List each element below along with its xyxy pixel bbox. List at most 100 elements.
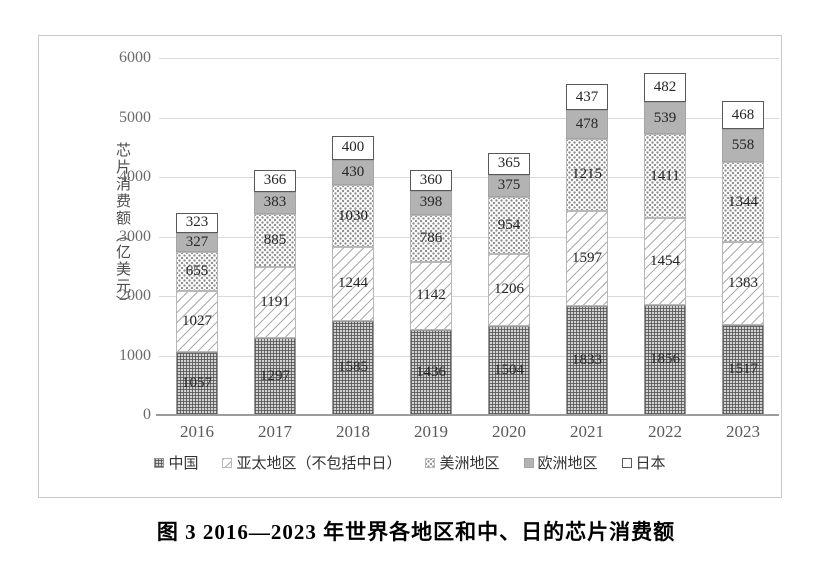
bar-segment: 1297 [254,337,296,415]
legend-item-label: 美洲地区 [439,456,500,472]
bar-value-label: 398 [419,194,443,211]
bar-value-label: 1833 [572,351,602,368]
y-tick-label: 3000 [119,227,151,245]
legend-item: 亚太地区（不包括中日） [222,452,401,473]
legend-item: 欧洲地区 [523,452,598,473]
bar-value-label: 430 [341,164,365,181]
bar-segment: 430 [332,159,374,186]
legend-item: 中国 [154,452,198,473]
bar-segment: 558 [722,129,764,163]
bar-value-label: 1244 [338,275,368,292]
legend-swatch-grid [154,457,165,468]
bar-value-label: 1597 [572,249,602,266]
bar-segment: 1344 [722,162,764,243]
bar-segment: 1504 [488,325,530,415]
x-tick-label: 2019 [414,422,448,441]
gridline [159,296,779,297]
bar-value-label: 1191 [260,293,290,310]
bar-segment: 1030 [332,185,374,247]
bar-segment: 437 [566,84,608,111]
bar-value-label: 1383 [728,275,758,292]
bar-segment: 1027 [176,291,218,353]
legend-item: 日本 [621,452,666,473]
bar-value-label: 1030 [338,207,368,224]
bar-segment: 1191 [254,266,296,338]
bar-value-label: 1856 [650,351,680,368]
bar-value-label: 383 [263,194,287,211]
bar-segment: 1244 [332,246,374,321]
bar-value-label: 360 [419,171,443,188]
y-tick-label: 0 [143,406,151,423]
gridline [159,355,779,357]
bar-value-label: 1436 [416,363,446,380]
bar-value-label: 478 [575,115,599,132]
x-tick-label: 2022 [648,422,682,441]
y-tick-label: 4000 [119,168,151,185]
bar-segment: 366 [254,169,296,192]
y-tick-label: 5000 [119,108,151,126]
bar-segment: 1215 [566,138,608,211]
legend: 中国 亚太地区（不包括中日） 美洲地区 欧洲地区 日本 [39,452,781,473]
bar-value-label: 400 [341,139,365,156]
bar-value-label: 366 [263,172,287,189]
bar-segment: 885 [254,214,296,267]
bar-value-label: 327 [185,233,209,250]
x-tick-label: 2021 [570,422,604,441]
x-tick-label: 2017 [258,422,292,441]
bar-segment: 1454 [644,218,686,305]
y-tick-label: 2000 [119,287,151,304]
bar-segment: 1142 [410,261,452,330]
legend-item-label: 中国 [168,456,199,472]
bar-segment: 482 [644,73,686,103]
bar-value-label: 437 [575,88,599,105]
bar-value-label: 885 [263,232,287,249]
bar-segment: 1436 [410,329,452,415]
bar-segment: 539 [644,102,686,135]
bar-segment: 360 [410,169,452,192]
bar-segment: 327 [176,232,218,253]
chart-panel: 芯片消费额（亿美元） 中国 亚太地区（不包括中日） 美洲地区 欧洲地区 日本 0 1000… [38,35,782,498]
legend-swatch-dots [425,457,436,468]
x-tick-label: 2023 [726,422,760,441]
bar-value-label: 375 [497,177,521,194]
bar-segment: 398 [410,191,452,215]
bar-value-label: 1585 [338,359,368,376]
y-tick-label: 1000 [119,346,151,364]
bar-value-label: 323 [185,214,209,231]
bar-segment: 323 [176,213,218,233]
legend-swatch-white-outline [621,457,632,468]
gridline [159,58,779,59]
gridline [159,177,779,178]
legend-item-label: 欧洲地区 [537,456,598,472]
bar-value-label: 468 [731,106,755,123]
bar-value-label: 1517 [728,361,758,378]
bar-segment: 365 [488,152,530,175]
bar-value-label: 1297 [260,367,290,384]
bar-value-label: 1454 [650,252,680,269]
bar-value-label: 1411 [650,167,680,184]
bar-value-label: 1206 [494,281,524,298]
figure-caption: 图 3 2016—2023 年世界各地区和中、日的芯片消费额 [156,520,676,544]
bar-value-label: 365 [497,155,521,172]
x-axis-line [156,414,779,416]
bar-segment: 1383 [722,242,764,325]
bar-segment: 1597 [566,210,608,306]
bar-segment: 1833 [566,305,608,415]
legend-swatch-diagonal-hatch [222,457,233,468]
bar-segment: 1856 [644,304,686,415]
legend-item: 美洲地区 [425,452,500,473]
bar-value-label: 558 [731,137,755,154]
bar-value-label: 539 [653,109,677,126]
bar-segment: 383 [254,191,296,215]
bar-segment: 478 [566,110,608,139]
x-tick-label: 2020 [492,422,526,441]
bar-value-label: 1142 [416,287,446,304]
bar-segment: 375 [488,174,530,197]
bar-segment: 954 [488,196,530,254]
gridline [159,236,779,238]
bar-value-label: 1057 [182,375,212,392]
bar-value-label: 1344 [728,193,758,210]
legend-item-label: 日本 [635,456,666,472]
x-tick-label: 2016 [180,422,214,441]
bar-value-label: 482 [653,79,677,96]
